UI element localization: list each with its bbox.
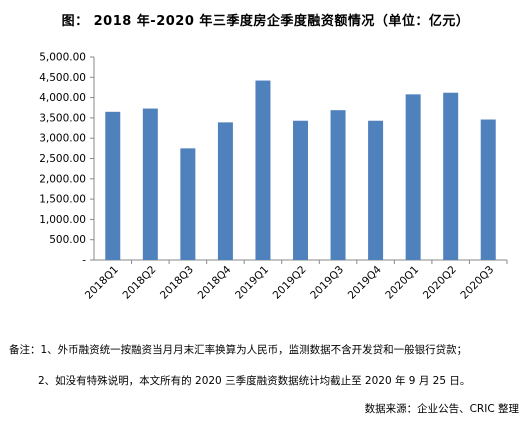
bar-2020Q1 xyxy=(405,94,421,261)
data-source: 数据来源：企业公告、CRIC 整理 xyxy=(364,403,519,415)
bar-2018Q1 xyxy=(105,111,121,260)
bar-2018Q2 xyxy=(142,108,158,260)
x-tick-label: 2019Q4 xyxy=(346,263,384,301)
chart-title: 图： 2018 年-2020 年三季度房企季度融资额情况（单位：亿元） xyxy=(61,14,470,29)
y-tick-label: 2,000.00 xyxy=(39,173,86,185)
x-tick-label: 2018Q1 xyxy=(83,264,121,302)
bar-2018Q4 xyxy=(217,122,233,260)
y-tick-label: - xyxy=(82,255,86,267)
bar-2020Q3 xyxy=(480,119,496,260)
y-tick-label: 1,500.00 xyxy=(39,194,86,206)
note-line-2: 2、如没有特殊说明，本文所有的 2020 三季度融资数据统计均截止至 2020 … xyxy=(38,375,471,387)
y-tick-label: 1,000.00 xyxy=(39,214,86,226)
note-line-1: 备注：1、外币融资统一按融资当月月末汇率换算为人民币，监测数据不含开发贷和一般银… xyxy=(9,344,468,356)
x-tick-label: 2019Q2 xyxy=(271,264,309,302)
bar-2018Q3 xyxy=(180,148,196,260)
bar-2019Q1 xyxy=(255,80,271,260)
bar-2019Q2 xyxy=(293,120,308,260)
x-tick-label: 2020Q1 xyxy=(383,264,421,302)
bar-2019Q4 xyxy=(368,120,384,260)
bar-chart: - 500.00 1,000.00 1,500.00 2,000.00 2,500.00 3… xyxy=(39,52,508,302)
y-tick-label: 4,000.00 xyxy=(39,92,86,104)
y-tick-label: 3,000.00 xyxy=(39,133,86,145)
x-tick-label: 2019Q1 xyxy=(233,264,271,302)
x-tick-label: 2020Q2 xyxy=(421,264,459,302)
x-tick-label: 2019Q3 xyxy=(308,264,346,302)
y-tick-label: 4,500.00 xyxy=(39,72,86,84)
y-tick-label: 5,000.00 xyxy=(39,52,86,64)
x-tick-label: 2018Q4 xyxy=(196,263,234,301)
y-tick-label: 2,500.00 xyxy=(39,153,86,165)
x-tick-label: 2018Q3 xyxy=(158,264,196,302)
y-tick-label: 3,500.00 xyxy=(39,112,86,124)
bar-2020Q2 xyxy=(443,92,459,260)
y-tick-label: 500.00 xyxy=(49,234,86,246)
x-tick-label: 2020Q3 xyxy=(458,264,496,302)
x-tick-label: 2018Q2 xyxy=(120,264,158,302)
bar-2019Q3 xyxy=(330,110,346,260)
